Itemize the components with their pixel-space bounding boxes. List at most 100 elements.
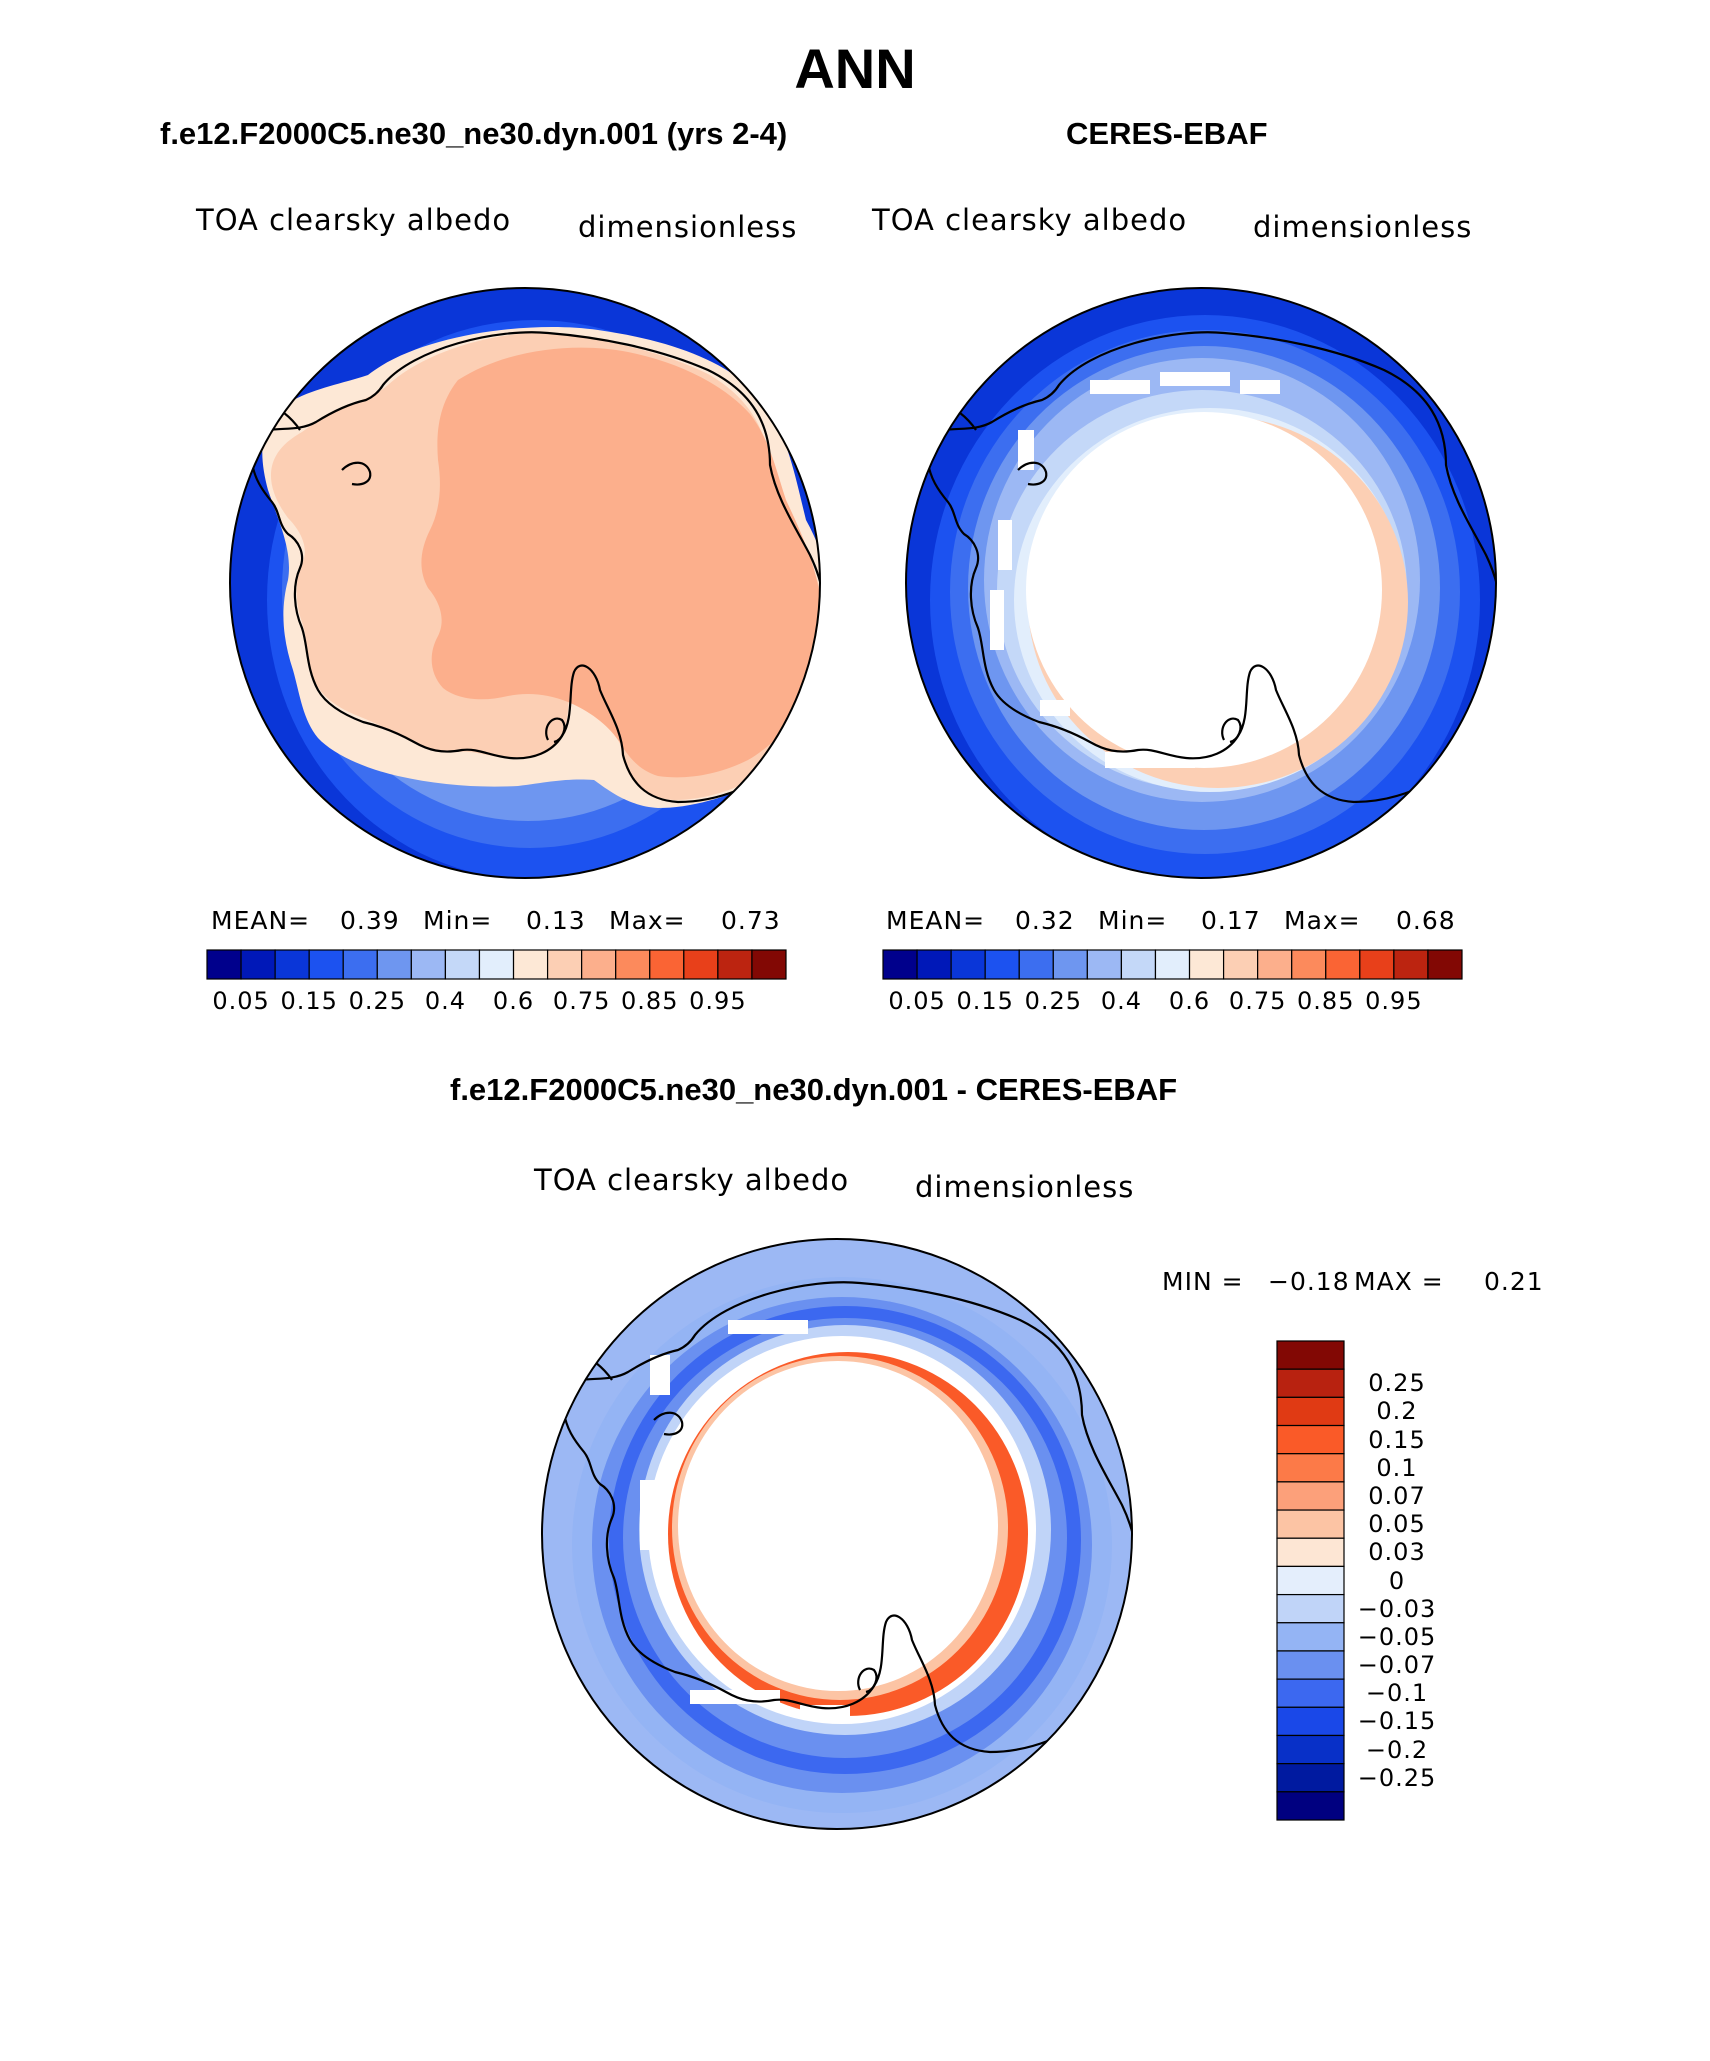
diff-units-label: dimensionless bbox=[915, 1170, 1135, 1204]
obs-colorbar-swatch bbox=[916, 949, 952, 980]
model-colorbar-tick-label: 0.4 bbox=[424, 987, 466, 1015]
diff-colorbar-swatch bbox=[1276, 1565, 1345, 1596]
diff-colorbar-swatch bbox=[1276, 1622, 1345, 1652]
model-colorbar-swatch bbox=[410, 949, 447, 980]
diff-colorbar-swatch bbox=[1276, 1509, 1345, 1539]
model-colorbar-swatch bbox=[512, 949, 549, 980]
obs-colorbar-tick-label: 0.25 bbox=[1024, 987, 1082, 1015]
diff-colorbar-tick-label: −0.05 bbox=[1357, 1622, 1437, 1651]
diff-variable-label: TOA clearsky albedo bbox=[534, 1163, 850, 1197]
obs-colorbar-tick-label: 0.05 bbox=[888, 987, 946, 1015]
obs-colorbar-tick-label: 0.4 bbox=[1100, 987, 1142, 1015]
model-min-label: Min= bbox=[423, 906, 493, 935]
obs-max-value: 0.68 bbox=[1396, 906, 1456, 935]
model-max-value: 0.73 bbox=[721, 906, 781, 935]
model-variable-label: TOA clearsky albedo bbox=[196, 203, 512, 237]
diff-colorbar-tick-label: −0.2 bbox=[1365, 1735, 1429, 1764]
obs-colorbar-swatch bbox=[1086, 949, 1123, 980]
diff-panel-title: f.e12.F2000C5.ne30_ne30.dyn.001 - CERES-… bbox=[450, 1072, 1178, 1107]
obs-colorbar-swatch bbox=[1291, 949, 1327, 980]
diff-colorbar-tick-label: −0.07 bbox=[1357, 1651, 1437, 1680]
diff-colorbar-swatch bbox=[1276, 1763, 1345, 1793]
model-colorbar-swatch bbox=[581, 949, 617, 980]
obs-colorbar-swatch bbox=[950, 949, 986, 980]
diff-colorbar-swatch bbox=[1276, 1537, 1345, 1568]
obs-colorbar-tick-label: 0.75 bbox=[1228, 987, 1287, 1015]
model-colorbar-tick-label: 0.25 bbox=[348, 987, 406, 1015]
model-colorbar-swatch bbox=[274, 949, 310, 980]
obs-colorbar-swatch bbox=[1257, 949, 1293, 980]
obs-colorbar-swatch bbox=[1154, 949, 1191, 980]
model-mean-label: MEAN= bbox=[211, 906, 311, 935]
obs-colorbar-swatch bbox=[1222, 949, 1259, 980]
obs-colorbar-tick-label: 0.95 bbox=[1365, 987, 1423, 1015]
diff-colorbar-tick-label: −0.15 bbox=[1357, 1707, 1437, 1736]
model-colorbar-tick-label: 0.6 bbox=[492, 987, 535, 1015]
obs-colorbar-swatch bbox=[1018, 949, 1054, 980]
obs-colorbar bbox=[882, 949, 1463, 980]
model-colorbar-tick-label: 0.95 bbox=[689, 987, 747, 1015]
obs-colorbar-swatch bbox=[1393, 949, 1429, 980]
diff-colorbar-tick-label: 0.15 bbox=[1368, 1425, 1426, 1454]
model-colorbar-tick-label: 0.15 bbox=[280, 987, 338, 1015]
model-colorbar-swatch bbox=[240, 949, 276, 980]
diff-colorbar-swatch bbox=[1276, 1734, 1345, 1765]
model-map bbox=[229, 287, 821, 879]
diff-colorbar-swatch bbox=[1276, 1791, 1345, 1821]
diff-colorbar-tick-label: −0.03 bbox=[1357, 1594, 1437, 1623]
obs-panel-title: CERES-EBAF bbox=[1066, 116, 1268, 151]
model-colorbar-swatch bbox=[615, 949, 651, 980]
model-colorbar-swatch bbox=[683, 949, 719, 980]
diff-colorbar-swatch bbox=[1276, 1678, 1345, 1708]
model-panel-title: f.e12.F2000C5.ne30_ne30.dyn.001 (yrs 2-4… bbox=[160, 116, 788, 151]
obs-min-label: Min= bbox=[1098, 906, 1168, 935]
obs-mean-value: 0.32 bbox=[1015, 906, 1075, 935]
obs-min-value: 0.17 bbox=[1201, 906, 1261, 935]
diff-colorbar-tick-label: 0 bbox=[1388, 1566, 1406, 1595]
diff-colorbar-tick-label: 0.2 bbox=[1376, 1397, 1418, 1426]
model-colorbar-swatch bbox=[206, 949, 242, 980]
model-colorbar bbox=[206, 949, 787, 980]
model-mean-value: 0.39 bbox=[340, 906, 400, 935]
diff-colorbar-tick-label: −0.1 bbox=[1365, 1679, 1429, 1708]
obs-colorbar-swatch bbox=[1325, 949, 1361, 980]
diff-colorbar-swatch bbox=[1276, 1706, 1345, 1737]
obs-colorbar-swatch bbox=[1427, 949, 1463, 980]
obs-colorbar-tick-label: 0.15 bbox=[956, 987, 1014, 1015]
model-colorbar-swatch bbox=[478, 949, 515, 980]
obs-max-label: Max= bbox=[1284, 906, 1361, 935]
model-colorbar-swatch bbox=[649, 949, 685, 980]
diff-colorbar-swatch bbox=[1276, 1453, 1345, 1483]
model-colorbar-swatch bbox=[751, 949, 787, 980]
obs-colorbar-swatch bbox=[984, 949, 1020, 980]
diff-colorbar-swatch bbox=[1276, 1340, 1345, 1370]
obs-colorbar-swatch bbox=[882, 949, 918, 980]
obs-mean-label: MEAN= bbox=[886, 906, 986, 935]
diff-colorbar-tick-label: 0.1 bbox=[1376, 1453, 1418, 1482]
diff-colorbar-tick-label: 0.05 bbox=[1368, 1510, 1426, 1539]
diff-colorbar-swatch bbox=[1276, 1396, 1345, 1427]
obs-colorbar-tick-label: 0.85 bbox=[1297, 987, 1355, 1015]
diff-colorbar-swatch bbox=[1276, 1481, 1345, 1511]
obs-map bbox=[905, 287, 1497, 879]
obs-colorbar-tick-label: 0.6 bbox=[1168, 987, 1211, 1015]
diff-max-label: MAX = bbox=[1354, 1267, 1444, 1296]
diff-colorbar-tick-label: 0.03 bbox=[1368, 1538, 1426, 1567]
obs-colorbar-swatch bbox=[1359, 949, 1395, 980]
model-colorbar-tick-label: 0.85 bbox=[621, 987, 679, 1015]
diff-max-value: 0.21 bbox=[1484, 1267, 1544, 1296]
model-units-label: dimensionless bbox=[578, 210, 798, 244]
model-colorbar-tick-label: 0.75 bbox=[552, 987, 611, 1015]
model-max-label: Max= bbox=[609, 906, 686, 935]
model-colorbar-swatch bbox=[444, 949, 481, 980]
obs-variable-label: TOA clearsky albedo bbox=[872, 203, 1188, 237]
model-colorbar-swatch bbox=[308, 949, 344, 980]
obs-colorbar-swatch bbox=[1052, 949, 1088, 980]
figure-title: ANN bbox=[794, 37, 916, 100]
obs-colorbar-swatch bbox=[1120, 949, 1157, 980]
diff-colorbar-swatch bbox=[1276, 1368, 1345, 1398]
diff-colorbar bbox=[1276, 1340, 1345, 1821]
diff-colorbar-swatch bbox=[1276, 1593, 1345, 1624]
model-min-value: 0.13 bbox=[526, 906, 586, 935]
